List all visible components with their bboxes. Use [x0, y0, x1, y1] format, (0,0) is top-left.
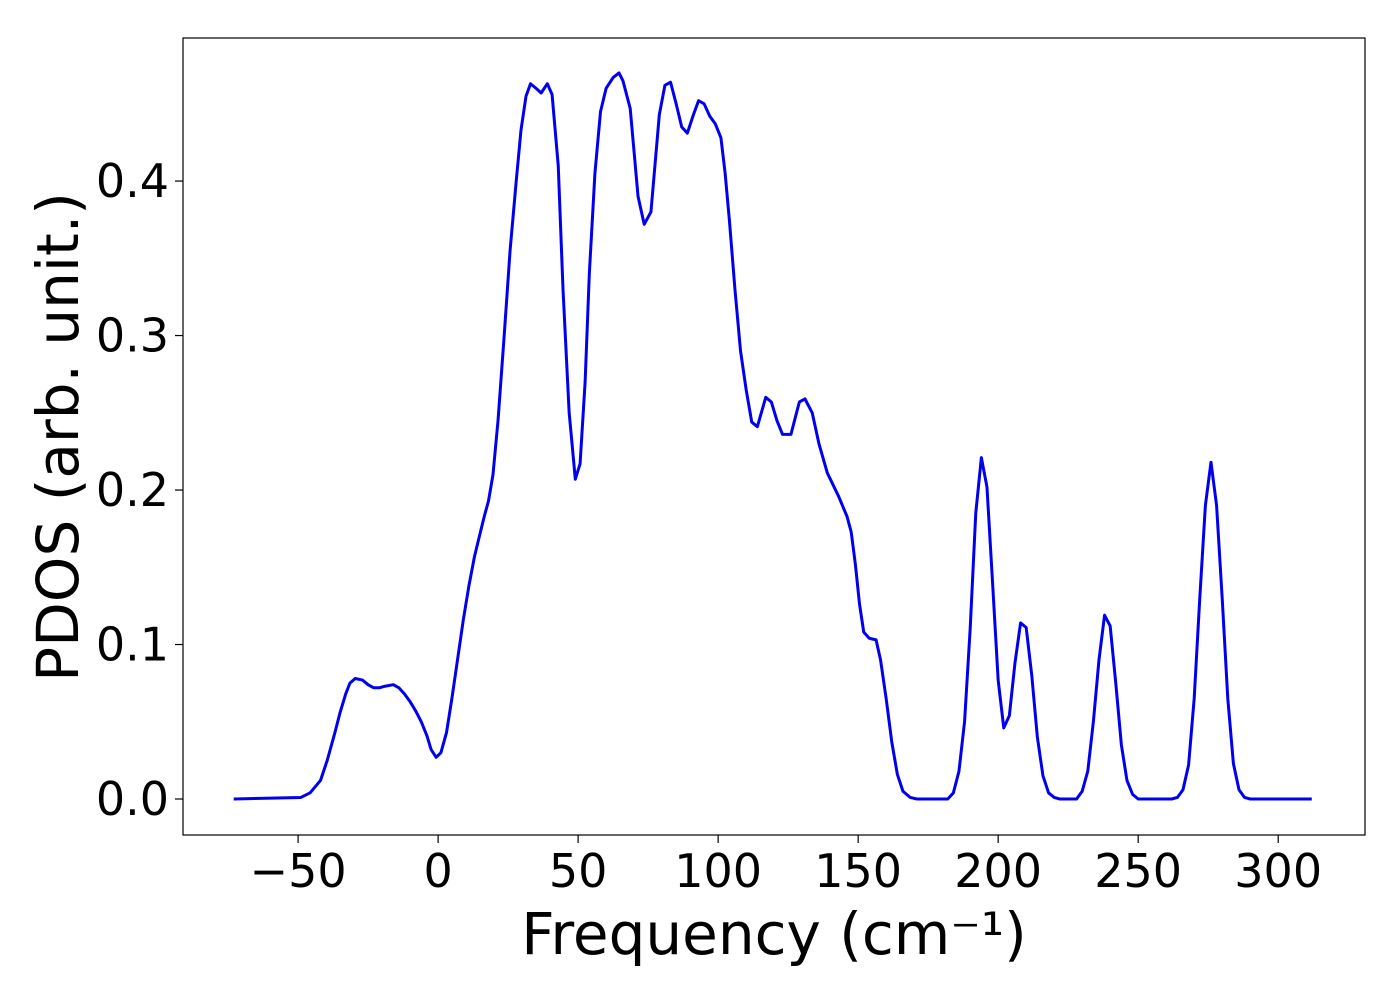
x-tick-label: 300	[1234, 844, 1322, 898]
x-tick-label: 200	[954, 844, 1042, 898]
y-tick-label: 0.1	[96, 618, 169, 672]
x-tick-label: 150	[814, 844, 902, 898]
x-tick-label: −50	[250, 844, 347, 898]
x-tick-label: 0	[423, 844, 452, 898]
y-tick-label: 0.2	[96, 463, 169, 517]
x-axis-label: Frequency (cm⁻¹)	[521, 900, 1027, 968]
x-tick-label: 50	[549, 844, 608, 898]
y-tick-label: 0.4	[96, 154, 169, 208]
y-tick-label: 0.3	[96, 309, 169, 363]
y-axis-label: PDOS (arb. unit.)	[24, 192, 92, 682]
y-tick-label: 0.0	[96, 772, 169, 826]
plot-frame	[182, 37, 1366, 836]
data-line	[233, 71, 1312, 801]
x-tick-label: 250	[1094, 844, 1182, 898]
x-tick-label: 100	[674, 844, 762, 898]
